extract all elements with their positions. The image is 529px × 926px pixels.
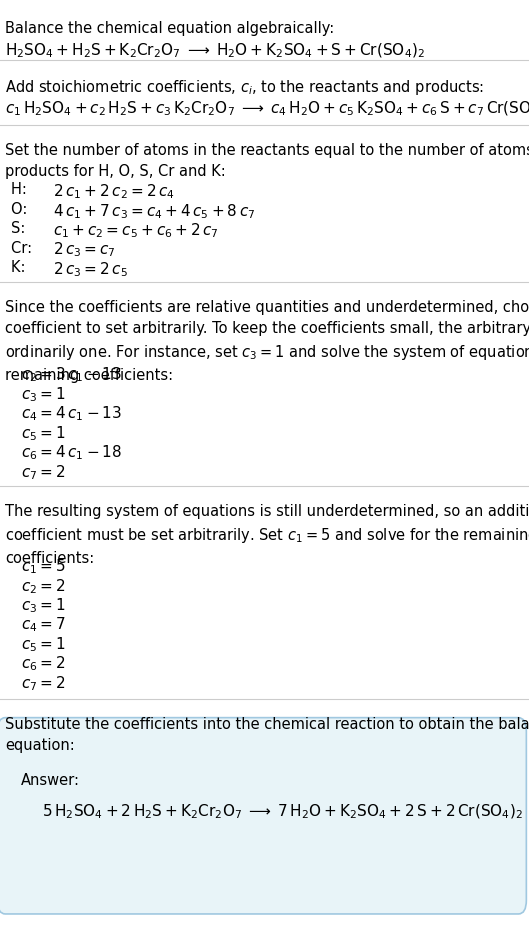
Text: $\mathrm{H_2SO_4 + H_2S + K_2Cr_2O_7 \;\longrightarrow\; H_2O + K_2SO_4 + S + Cr: $\mathrm{H_2SO_4 + H_2S + K_2Cr_2O_7 \;\… [5, 42, 425, 60]
Text: Answer:: Answer: [21, 773, 80, 788]
Text: $c_7 = 2$: $c_7 = 2$ [21, 674, 66, 693]
Text: Add stoichiometric coefficients, $c_i$, to the reactants and products:: Add stoichiometric coefficients, $c_i$, … [5, 78, 485, 97]
Text: O:: O: [11, 202, 32, 217]
Text: $2\,c_1 + 2\,c_2 = 2\,c_4$: $2\,c_1 + 2\,c_2 = 2\,c_4$ [53, 182, 175, 201]
Text: $c_6 = 4\,c_1 - 18$: $c_6 = 4\,c_1 - 18$ [21, 444, 122, 462]
Text: Balance the chemical equation algebraically:: Balance the chemical equation algebraica… [5, 21, 334, 36]
Text: $c_3 = 1$: $c_3 = 1$ [21, 596, 66, 615]
Text: $c_2 = 3\,c_1 - 13$: $c_2 = 3\,c_1 - 13$ [21, 366, 122, 384]
FancyBboxPatch shape [0, 718, 526, 914]
Text: $c_5 = 1$: $c_5 = 1$ [21, 424, 66, 443]
Text: $c_4 = 7$: $c_4 = 7$ [21, 616, 66, 634]
Text: Cr:: Cr: [11, 241, 37, 256]
Text: Substitute the coefficients into the chemical reaction to obtain the balanced
eq: Substitute the coefficients into the che… [5, 717, 529, 753]
Text: $2\,c_3 = 2\,c_5$: $2\,c_3 = 2\,c_5$ [53, 260, 127, 279]
Text: $c_7 = 2$: $c_7 = 2$ [21, 463, 66, 482]
Text: H:: H: [11, 182, 31, 197]
Text: $5\,\mathrm{H_2SO_4} + 2\,\mathrm{H_2S} + \mathrm{K_2Cr_2O_7} \;\longrightarrow\: $5\,\mathrm{H_2SO_4} + 2\,\mathrm{H_2S} … [42, 803, 523, 821]
Text: $2\,c_3 = c_7$: $2\,c_3 = c_7$ [53, 241, 116, 259]
Text: $c_1\,\mathrm{H_2SO_4} + c_2\,\mathrm{H_2S} + c_3\,\mathrm{K_2Cr_2O_7} \;\longri: $c_1\,\mathrm{H_2SO_4} + c_2\,\mathrm{H_… [5, 100, 529, 119]
Text: $c_1 + c_2 = c_5 + c_6 + 2\,c_7$: $c_1 + c_2 = c_5 + c_6 + 2\,c_7$ [53, 221, 218, 240]
Text: Set the number of atoms in the reactants equal to the number of atoms in the
pro: Set the number of atoms in the reactants… [5, 143, 529, 179]
Text: $c_2 = 2$: $c_2 = 2$ [21, 577, 66, 595]
Text: $c_3 = 1$: $c_3 = 1$ [21, 385, 66, 404]
Text: $c_1 = 5$: $c_1 = 5$ [21, 557, 66, 576]
Text: S:: S: [11, 221, 30, 236]
Text: Since the coefficients are relative quantities and underdetermined, choose a
coe: Since the coefficients are relative quan… [5, 300, 529, 383]
Text: $c_4 = 4\,c_1 - 13$: $c_4 = 4\,c_1 - 13$ [21, 405, 122, 423]
Text: K:: K: [11, 260, 30, 275]
Text: The resulting system of equations is still underdetermined, so an additional
coe: The resulting system of equations is sti… [5, 504, 529, 566]
Text: $c_5 = 1$: $c_5 = 1$ [21, 635, 66, 654]
Text: $4\,c_1 + 7\,c_3 = c_4 + 4\,c_5 + 8\,c_7$: $4\,c_1 + 7\,c_3 = c_4 + 4\,c_5 + 8\,c_7… [53, 202, 256, 220]
Text: $c_6 = 2$: $c_6 = 2$ [21, 655, 66, 673]
